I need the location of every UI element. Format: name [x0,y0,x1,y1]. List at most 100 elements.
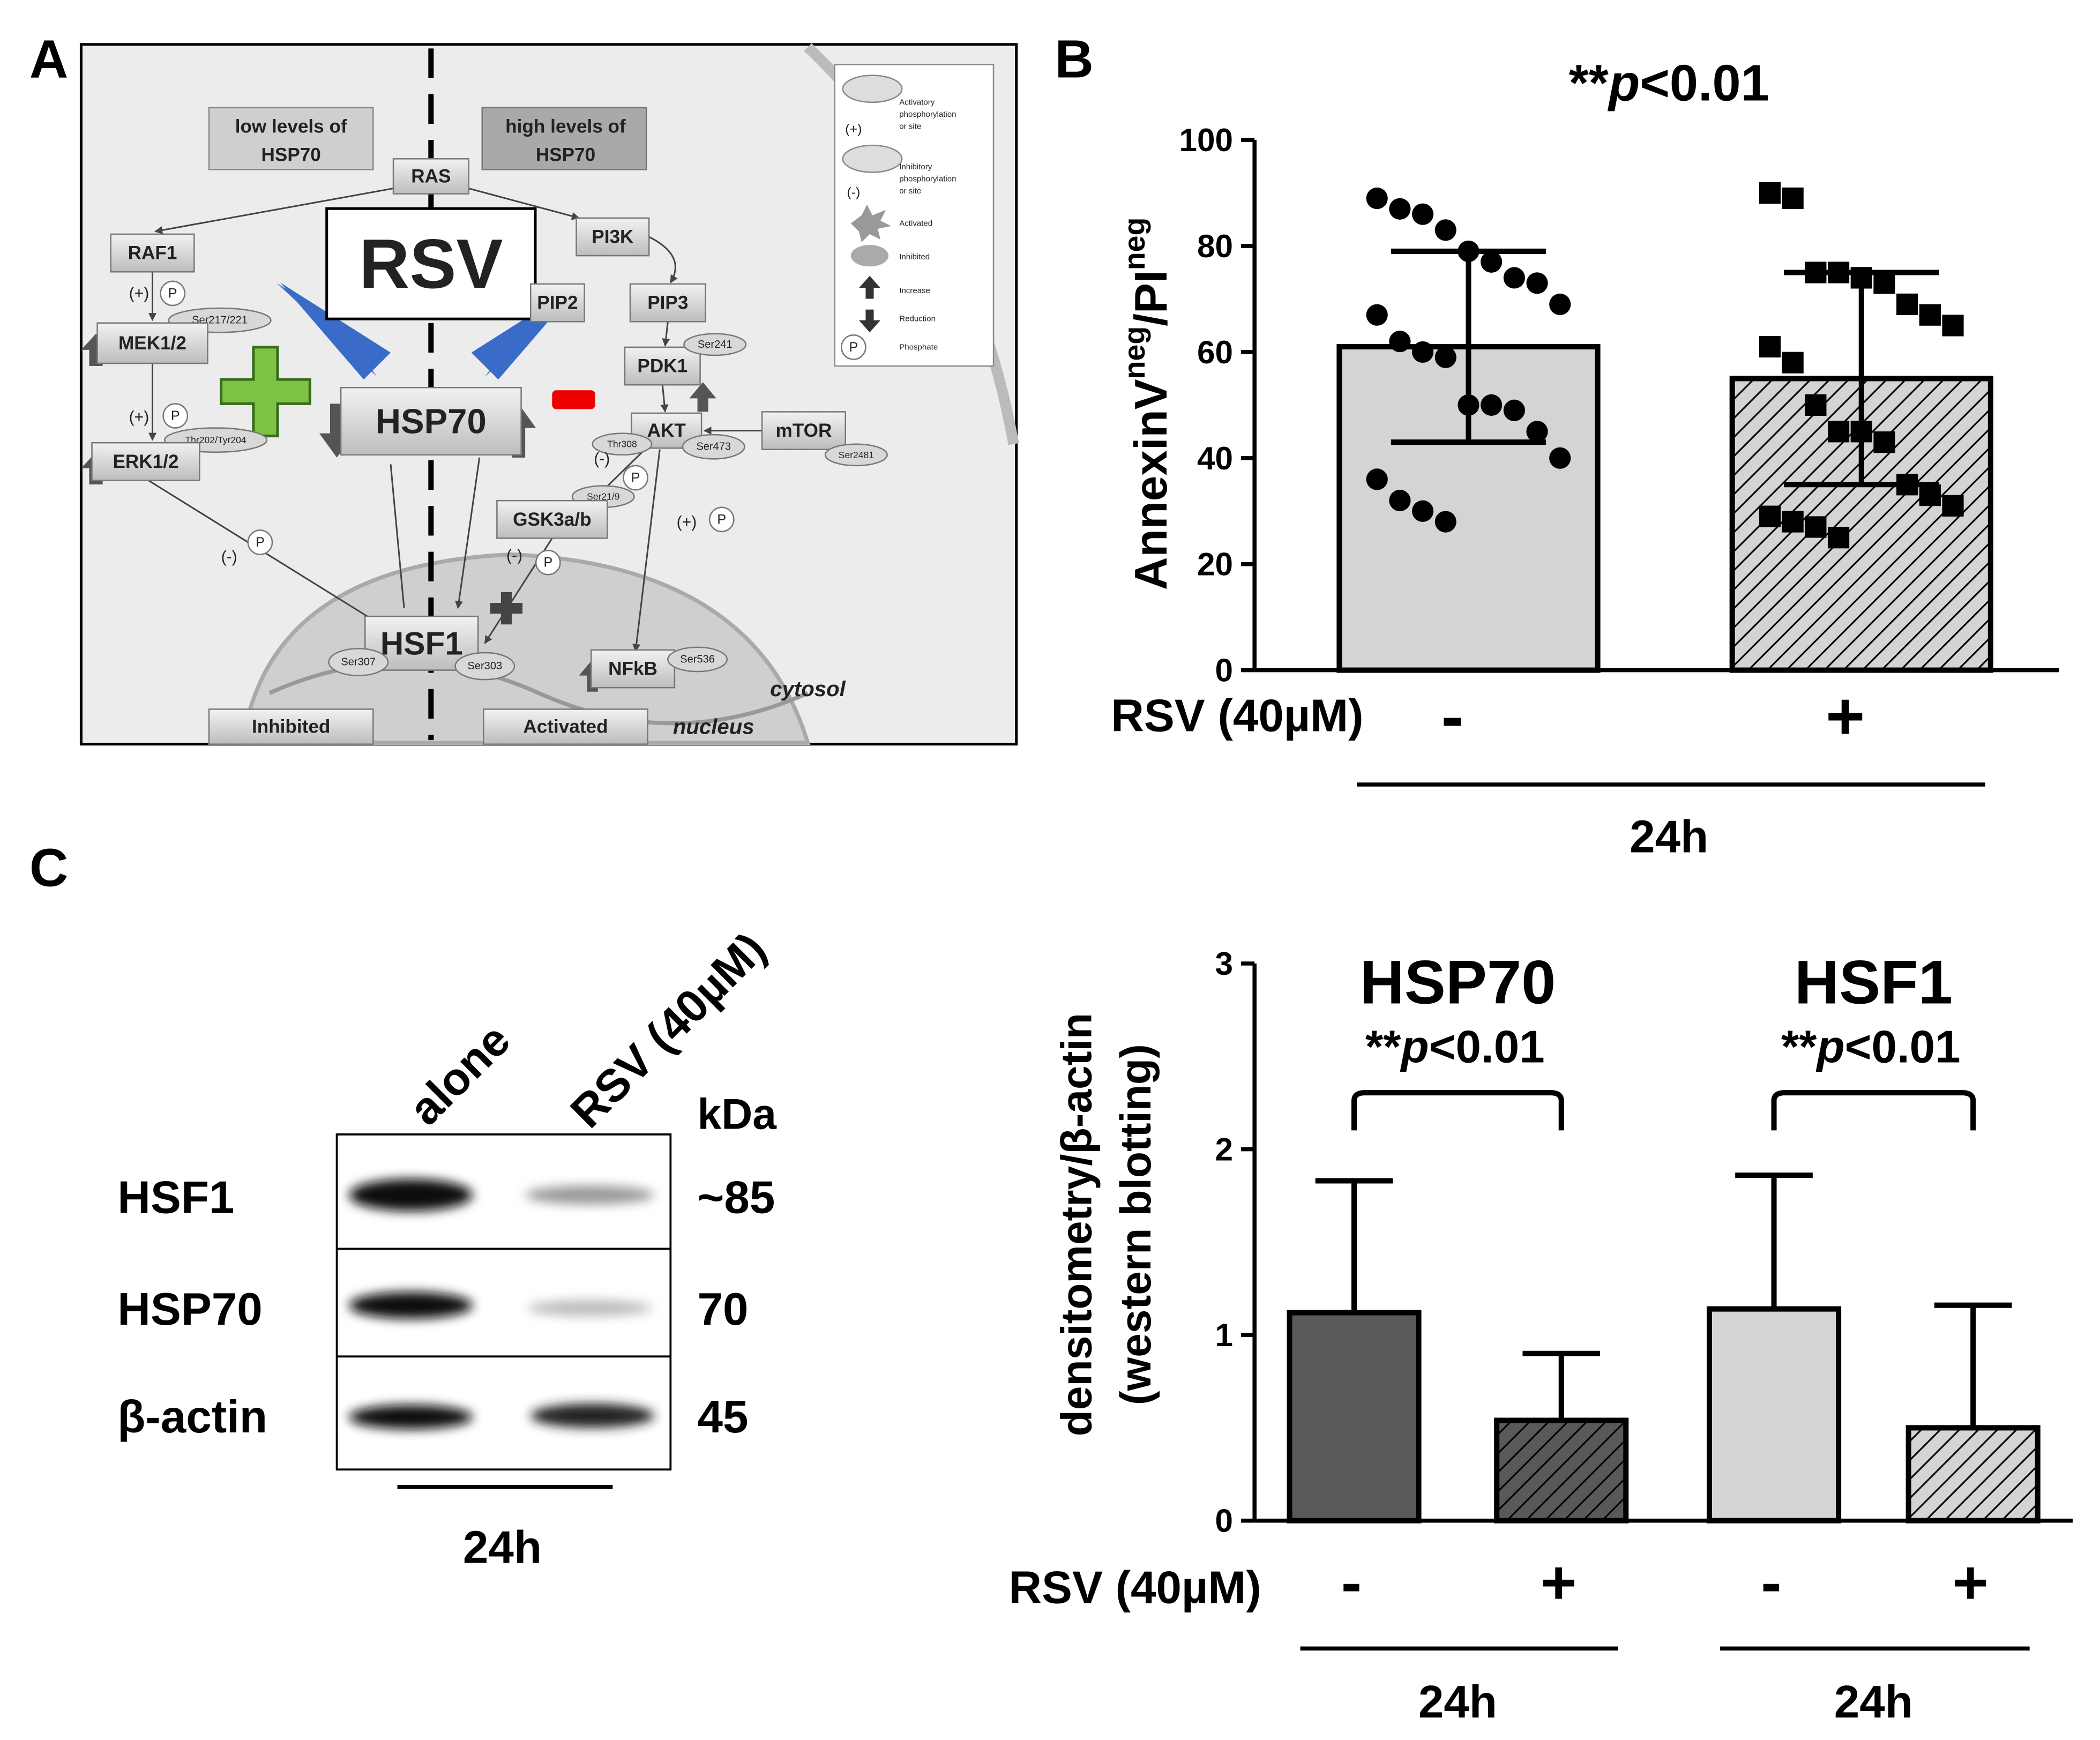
diagram-label: cytosol [770,677,846,701]
inhibit-line [390,464,405,609]
x-tick-label: - [1761,1548,1781,1617]
data-point [1919,304,1941,326]
data-point [1389,198,1411,220]
data-point [1850,267,1872,289]
node-box [629,283,706,323]
y-axis-label: AnnexinVneg/PIneg [1118,218,1177,590]
kda-label: 70 [698,1284,749,1335]
rsv-arrow [276,282,391,380]
data-point [1873,431,1895,453]
diagram-label: Reduction [899,315,936,324]
significance-part: <0.01 [1845,1021,1961,1072]
legend-arrows [858,275,881,333]
data-point [1805,516,1827,538]
chart-title-part: p [1607,55,1640,112]
diagram-label: HSP70 [536,144,595,165]
diagram-label: (-) [847,185,860,200]
significance-part: ** [1781,1021,1817,1072]
diagram-label: NFkB [608,659,657,679]
node-box [110,233,195,273]
data-point [1503,267,1525,289]
data-point [1434,346,1456,368]
diagram-label: or site [899,122,921,131]
data-point [1919,484,1941,506]
node-box [392,158,469,195]
diagram-label: RAF1 [128,243,177,264]
x-tick-label: + [1541,1548,1576,1617]
diagram-label: P [256,535,265,550]
node-box [576,217,650,257]
diagram-label: P [171,408,180,423]
group-label: 24h [1418,1677,1497,1728]
diagram-label: MEK1/2 [118,333,186,354]
diagram-label: Ser473 [696,441,731,453]
data-point [1782,352,1804,374]
x-tick-label: - [1441,678,1463,753]
phosphate-circle [623,465,648,491]
diagram-label: Increase [899,286,930,295]
y-tick-label: 2 [1215,1131,1234,1168]
legend-ellipse [842,74,903,103]
phosphate-circle [841,334,866,360]
diagram-label: Ser2481 [839,450,874,460]
diagram-label: Inhibited [252,716,330,737]
data-point [1434,219,1456,241]
bracket [1351,1090,1564,1131]
diagram-label: phosphorylation [899,174,956,183]
rsv-box [325,207,537,320]
error-bar [1735,1173,1813,1309]
site-ellipse [454,652,515,681]
diagram-label: mTOR [776,420,832,441]
site-ellipse [328,648,389,676]
node-box [496,499,608,539]
data-point [1896,293,1918,315]
phosphate-circle [247,529,273,555]
y-tick-label: 0 [1215,652,1234,689]
node-box [529,283,585,323]
significance: **p<0.01 [1365,1021,1545,1072]
data-point [1782,511,1804,533]
diagram-label: PI3K [592,226,634,247]
data-point [1827,527,1850,549]
diagram-label: (+) [129,285,150,302]
phosphate-circle [535,549,561,576]
legend-box [834,64,995,367]
label-box [481,107,647,170]
significance-part: p [1400,1021,1429,1072]
y-axis-label: densitometry/β-actin [1053,1013,1101,1436]
diagram-label: P [168,286,177,301]
data-point [1827,262,1850,283]
data-point [1549,447,1571,469]
x-tick-label: - [1341,1548,1362,1617]
data-point [1412,500,1434,522]
node-box [483,708,648,745]
y-axis-label-part: neg [1118,326,1151,379]
diagram-label: RSV [359,225,503,303]
bar [1494,1417,1629,1524]
data-point [1549,293,1571,315]
phosphate-circle [708,506,735,533]
diagram-label: high levels of [505,116,626,137]
y-axis-label-part: neg [1118,218,1151,271]
lane-label: alone [400,1014,520,1135]
diagram-label: P [849,340,858,355]
diagram-label: RAS [411,166,451,186]
diagram-label: low levels of [235,116,347,137]
red-minus [552,390,595,409]
data-point [1942,315,1964,337]
data-point [1412,203,1434,225]
panel-label: A [29,29,69,89]
data-point [1782,187,1804,210]
cross [490,592,523,625]
data-point [1389,331,1411,353]
x-tick-label: + [1952,1548,1988,1617]
data-point [1526,421,1548,443]
diagram-label: PIP2 [537,293,578,313]
label-box [208,107,374,170]
x-tick-label: + [1826,678,1865,753]
diagram-label: Activated [899,219,932,228]
diagram-label: PIP3 [647,293,688,313]
site-ellipse [682,434,745,460]
